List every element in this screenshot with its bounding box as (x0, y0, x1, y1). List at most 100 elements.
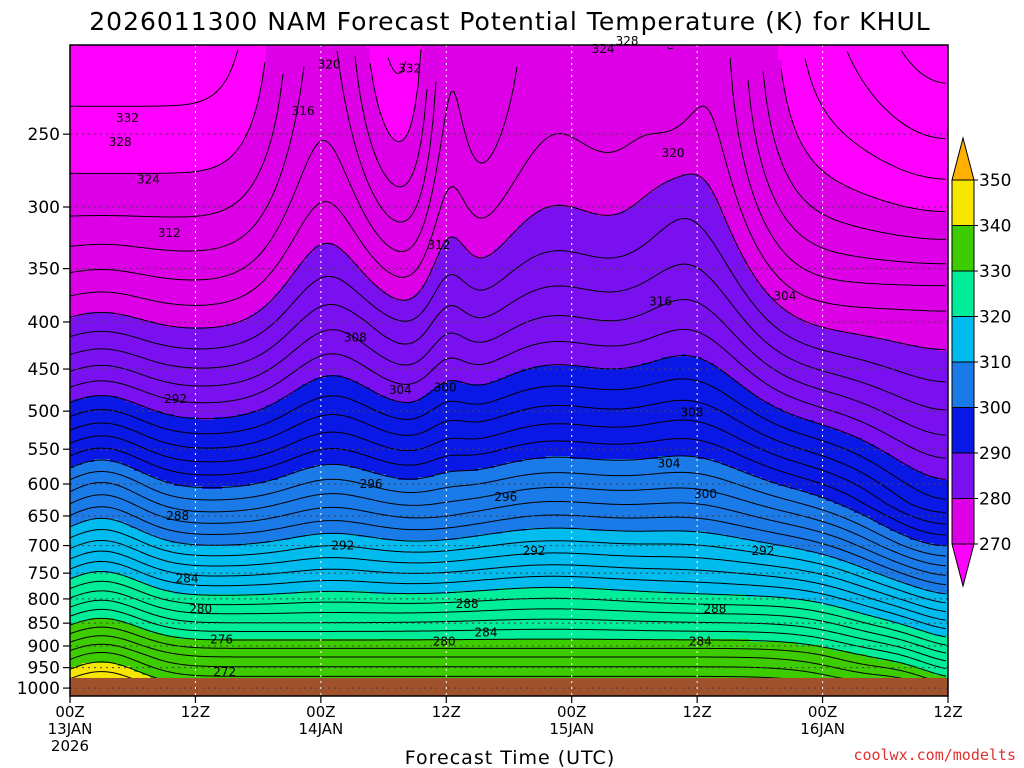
contour-label: 292 (164, 392, 187, 406)
x-tick-label: 00Z (306, 703, 335, 721)
contour-label: 308 (680, 406, 703, 420)
x-tick-label: 12Z (432, 703, 461, 721)
contour-label: 296 (494, 490, 517, 504)
colorbar-label: 280 (979, 490, 1011, 510)
contour-line (70, 506, 947, 586)
contour-label: 284 (689, 635, 712, 649)
contour-line (70, 217, 947, 383)
contour-label: 308 (344, 331, 367, 345)
contour-line (780, 68, 947, 213)
contour-line (70, 626, 947, 685)
colorbar-band (951, 179, 975, 226)
contour-label: 288 (166, 509, 189, 523)
contour-line (70, 590, 947, 654)
contour-line (70, 399, 947, 514)
contour-line (70, 299, 947, 436)
x-tick-label: 12Z (933, 703, 962, 721)
contour-label: 288 (456, 597, 479, 611)
x-tick-label: 14JAN (298, 720, 343, 738)
contour-line (70, 560, 947, 630)
y-tick-label: 1000 (17, 679, 60, 699)
colorbar: 350 340 330 320 310 300 290 280 270 (951, 136, 1011, 588)
colorbar-label: 350 (979, 171, 1011, 191)
contour-line (70, 540, 947, 613)
contour-line (70, 570, 947, 638)
colorbar-label: 340 (979, 217, 1011, 237)
colorbar-label: 320 (979, 308, 1011, 328)
plot-frame (69, 44, 949, 697)
contour-line (70, 378, 947, 500)
contour-label: 324 (592, 42, 615, 56)
contour-label: 304 (389, 383, 412, 397)
colorbar-label: 330 (979, 262, 1011, 282)
colorbar-label: 290 (979, 444, 1011, 464)
contour-line (70, 438, 947, 536)
contour-line (70, 550, 947, 621)
contour-line (70, 263, 947, 411)
y-tick-label: 750 (28, 564, 60, 584)
x-tick-label: 2026 (51, 737, 89, 755)
contour-label: 304 (773, 289, 796, 303)
contour-line (70, 328, 947, 459)
contour-label: 280 (433, 635, 456, 649)
contour-label: 328 (109, 135, 132, 149)
source-credit: coolwx.com/modelts (853, 746, 1016, 764)
colorbar-label: 300 (979, 399, 1011, 419)
colorbar-band (951, 270, 975, 317)
contour-label: 280 (189, 602, 212, 616)
contour-label: 312 (158, 226, 181, 240)
x-tick-label: 12Z (682, 703, 711, 721)
colorbar-band (951, 316, 975, 363)
chart-title: 2026011300 NAM Forecast Potential Temper… (89, 7, 930, 36)
contour-line (70, 529, 947, 604)
colorbar-below-triangle (951, 543, 975, 588)
contour-label: 304 (657, 456, 680, 470)
x-tick-label: 00Z (55, 703, 84, 721)
contour-label: 300 (434, 380, 457, 394)
x-tick-label: 13JAN (48, 720, 93, 738)
contour-line (747, 80, 947, 265)
contour-line (70, 580, 947, 646)
contour-label: 296 (360, 477, 383, 491)
contour-label: 320 (662, 146, 685, 160)
x-tick-label: 00Z (808, 703, 837, 721)
colorbar-band (951, 407, 975, 454)
y-tick-label: 800 (28, 590, 60, 610)
contour-line (900, 49, 947, 84)
x-tick-label: 15JAN (549, 720, 594, 738)
contour-line (70, 354, 947, 480)
contour-line (70, 455, 947, 547)
contour-line (70, 599, 947, 662)
contour-label: 284 (475, 625, 498, 639)
contour-label: 312 (428, 238, 451, 252)
contour-line (70, 470, 947, 557)
contour-label: 288 (703, 602, 726, 616)
contour-line (70, 482, 947, 567)
y-tick-label: 650 (28, 507, 60, 527)
y-tick-label: 550 (28, 440, 60, 460)
contour-line (70, 608, 947, 670)
colorbar-label: 270 (979, 535, 1011, 555)
colorbar-label: 310 (979, 353, 1011, 373)
x-axis-title: Forecast Time (UTC) (405, 747, 615, 768)
contour-line (70, 105, 947, 312)
contour-label: 272 (213, 665, 236, 679)
ground-terrain (70, 677, 948, 696)
y-tick-label: 500 (28, 402, 60, 422)
contour-label: 316 (292, 104, 315, 118)
contour-label: 284 (176, 571, 199, 585)
ground-fill (70, 677, 948, 696)
y-axis: 250 300 350 400 450 500 550 600 650 700 750 800 850 9… (17, 125, 70, 699)
contour-line (762, 71, 947, 240)
x-tick-label: 00Z (557, 703, 586, 721)
colorbar-band (951, 498, 975, 545)
contour-label: 324 (137, 172, 160, 186)
colorbar-above-triangle (951, 136, 975, 181)
contour-line (729, 57, 947, 287)
colorbar-band (951, 225, 975, 272)
colorbar-band (951, 452, 975, 499)
contour-line (70, 617, 947, 677)
contour-line (846, 51, 947, 140)
